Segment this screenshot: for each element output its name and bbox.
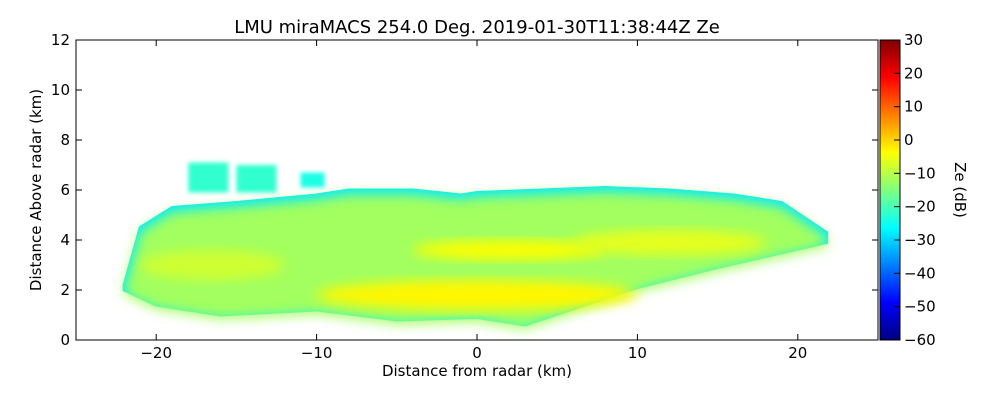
- colorbar-tick-label: −30: [904, 231, 936, 249]
- echo-intensity-band: [573, 230, 766, 255]
- colorbar-tick-label: −20: [904, 198, 936, 216]
- y-tick-label: 10: [51, 81, 70, 99]
- echo-region-fill: [124, 191, 827, 329]
- x-tick-label: −10: [301, 344, 333, 362]
- colorbar-tick-label: −60: [904, 331, 936, 349]
- colorbar-tick-label: −10: [904, 164, 936, 182]
- echo-layer: [122, 162, 829, 329]
- chart-title: LMU miraMACS 254.0 Deg. 2019-01-30T11:38…: [234, 17, 720, 38]
- echo-intensity-band: [316, 280, 638, 310]
- y-axis-ticks: 0 2 4 6 8 10 12: [51, 31, 878, 349]
- y-tick-label: 2: [60, 281, 70, 299]
- y-tick-label: 4: [60, 231, 70, 249]
- colorbar-tick-label: −50: [904, 298, 936, 316]
- y-tick-label: 0: [60, 331, 70, 349]
- y-tick-label: 12: [51, 31, 70, 49]
- colorbar-tick-label: −40: [904, 264, 936, 282]
- colorbar-label: Ze (dB): [951, 162, 969, 218]
- x-tick-label: 10: [628, 344, 647, 362]
- colorbar-tick-label: 10: [904, 98, 923, 116]
- echo-intensity-band: [412, 240, 606, 260]
- colorbar-ticks: −60 −50 −40 −30 −20 −10 0 10 20 30: [894, 31, 936, 349]
- echo-upper-patch: [236, 165, 277, 193]
- y-tick-label: 6: [60, 181, 70, 199]
- echo-intensity-band: [140, 250, 285, 280]
- colorbar-tick-label: 30: [904, 31, 923, 49]
- x-tick-label: 0: [472, 344, 482, 362]
- x-axis-label: Distance from radar (km): [382, 362, 572, 380]
- colorbar: [879, 39, 901, 341]
- y-axis-label: Distance Above radar (km): [27, 89, 45, 291]
- colorbar-tick-label: 0: [904, 131, 914, 149]
- x-tick-label: −20: [140, 344, 172, 362]
- x-axis-ticks: −20 −10 0 10 20: [140, 40, 807, 362]
- x-tick-label: 20: [788, 344, 807, 362]
- echo-upper-patch: [300, 172, 325, 188]
- colorbar-tick-label: 20: [904, 64, 923, 82]
- echo-upper-patch: [188, 162, 229, 193]
- y-tick-label: 8: [60, 131, 70, 149]
